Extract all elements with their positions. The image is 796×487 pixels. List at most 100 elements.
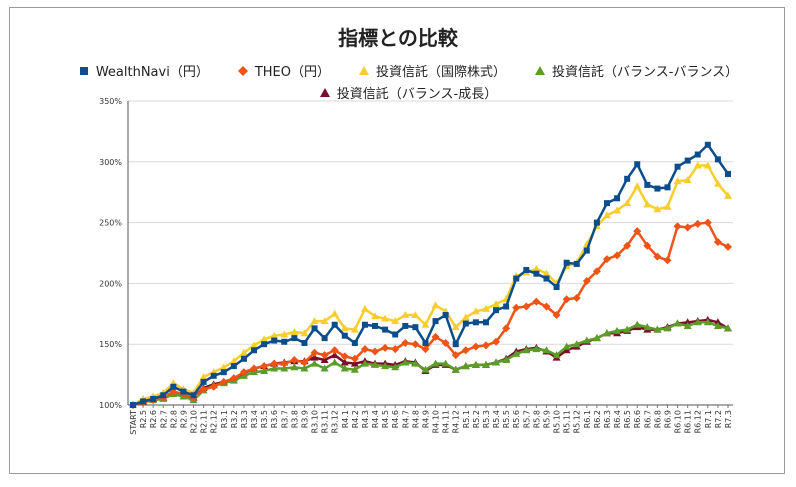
data-point <box>180 388 187 395</box>
data-point <box>301 339 308 346</box>
data-point <box>441 338 450 347</box>
data-point <box>451 365 460 373</box>
x-tick-label: R3.11 <box>321 410 330 433</box>
x-tick-label: R5.12 <box>573 410 582 433</box>
data-point <box>251 347 258 354</box>
data-point <box>331 321 338 328</box>
x-tick-label: R4.7 <box>401 410 410 428</box>
data-point <box>552 311 561 320</box>
data-point <box>663 256 672 265</box>
data-point <box>471 360 480 368</box>
data-point <box>471 342 480 351</box>
legend-item[interactable]: 投資信託（バランス-バランス） <box>534 61 738 80</box>
data-point <box>270 364 279 372</box>
data-point <box>481 341 490 350</box>
x-tick-label: R4.10 <box>432 410 441 433</box>
data-point <box>583 247 590 254</box>
x-tick-label: R2.6 <box>149 410 158 428</box>
data-point <box>663 324 672 332</box>
data-point <box>693 318 702 326</box>
data-point <box>493 307 500 314</box>
x-tick-label: R7.3 <box>724 410 733 428</box>
y-tick-label: 300% <box>99 158 122 167</box>
data-point <box>320 356 329 364</box>
data-point <box>452 341 459 348</box>
x-tick-label: R4.8 <box>411 410 420 428</box>
data-point <box>673 222 682 231</box>
data-point <box>683 318 692 326</box>
data-point <box>291 335 298 342</box>
data-point <box>472 319 479 326</box>
data-point <box>140 398 147 405</box>
data-point <box>643 323 652 331</box>
data-point <box>229 374 238 383</box>
legend-marker <box>79 66 88 75</box>
x-tick-label: START <box>129 410 138 435</box>
data-point <box>330 358 339 366</box>
data-point <box>523 267 530 274</box>
data-point <box>703 318 712 326</box>
data-point <box>441 359 450 367</box>
data-point <box>673 177 682 185</box>
data-point <box>402 322 409 329</box>
data-point <box>411 359 420 367</box>
data-point <box>220 369 227 376</box>
x-tick-label: R5.10 <box>553 410 562 433</box>
data-point <box>310 359 319 367</box>
x-tick-label: R4.4 <box>371 410 380 428</box>
x-tick-label: R2.12 <box>210 410 219 433</box>
x-tick-label: R2.8 <box>169 410 178 428</box>
x-tick-label: R5.7 <box>522 410 531 428</box>
data-point <box>693 219 702 228</box>
data-point <box>713 318 722 326</box>
data-point <box>360 304 369 312</box>
legend-item[interactable]: 投資信託（バランス-成長） <box>319 83 497 102</box>
x-tick-label: R7.1 <box>704 410 713 428</box>
legend-item[interactable]: THEO（円） <box>237 61 330 80</box>
data-point <box>562 342 571 350</box>
data-point <box>422 339 429 346</box>
x-tick-label: R3.7 <box>280 410 289 428</box>
y-tick-label: 350% <box>99 97 122 106</box>
data-point <box>683 321 692 329</box>
data-point <box>431 359 440 367</box>
chart-frame <box>9 7 785 474</box>
x-tick-label: R3.12 <box>331 410 340 433</box>
data-point <box>532 264 541 272</box>
data-point <box>401 311 410 319</box>
data-point <box>512 349 521 357</box>
y-tick-label: 150% <box>99 340 122 349</box>
x-tick-label: R6.4 <box>613 410 622 428</box>
data-point <box>260 362 269 371</box>
data-point <box>724 191 732 199</box>
legend-item[interactable]: WealthNavi（円） <box>78 61 209 80</box>
data-point <box>634 161 641 168</box>
data-point <box>654 185 661 192</box>
data-point <box>250 364 259 373</box>
data-point <box>381 362 390 370</box>
data-point <box>714 156 721 163</box>
data-point <box>401 338 410 347</box>
data-point <box>431 301 440 309</box>
data-point <box>260 335 269 343</box>
data-point <box>462 320 469 327</box>
data-point <box>522 346 531 354</box>
data-point <box>593 219 600 226</box>
data-point <box>613 206 622 214</box>
y-tick-label: 100% <box>99 401 122 410</box>
data-point <box>431 332 440 341</box>
data-point <box>492 300 501 308</box>
data-point <box>160 392 167 399</box>
data-point <box>300 364 309 372</box>
legend-item[interactable]: 投資信託（国際株式） <box>358 61 506 80</box>
y-tick-label: 200% <box>99 279 122 288</box>
x-tick-label: R2.5 <box>139 410 148 428</box>
data-point <box>644 181 651 188</box>
x-tick-label: R3.8 <box>290 410 299 428</box>
x-tick-label: R4.6 <box>391 410 400 428</box>
x-tick-label: R5.5 <box>502 410 511 428</box>
x-tick-label: R5.1 <box>462 410 471 428</box>
data-point <box>693 161 702 169</box>
data-point <box>391 317 400 325</box>
